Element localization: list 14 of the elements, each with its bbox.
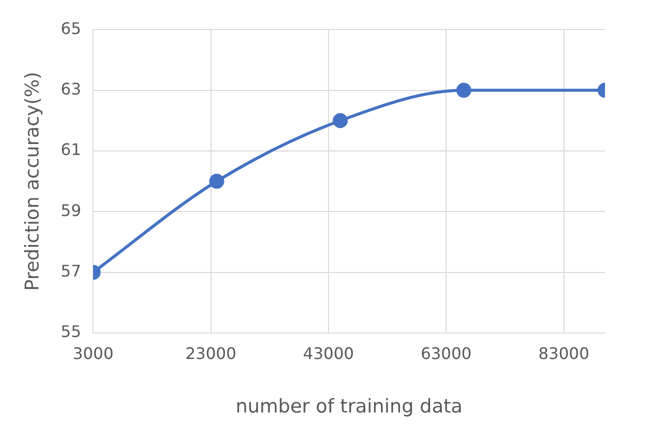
x-axis-title: number of training data xyxy=(236,396,463,418)
x-tick-label: 83000 xyxy=(538,344,590,363)
y-axis-title: Prediction accuracy(%) xyxy=(21,72,44,291)
point xyxy=(332,113,348,128)
x-tick-label: 63000 xyxy=(420,344,472,363)
x-tick-label: 3000 xyxy=(72,344,114,363)
y-tick-label: 65 xyxy=(60,18,82,38)
y-tick-label: 61 xyxy=(60,140,82,160)
y-tick-label: 55 xyxy=(60,322,82,342)
y-tick-label: 63 xyxy=(60,79,82,98)
y-tick-label: 59 xyxy=(60,200,82,220)
y-tick-label: 57 xyxy=(60,261,82,280)
x-tick-label: 23000 xyxy=(185,344,236,363)
x-tick-label: 43000 xyxy=(303,344,354,363)
